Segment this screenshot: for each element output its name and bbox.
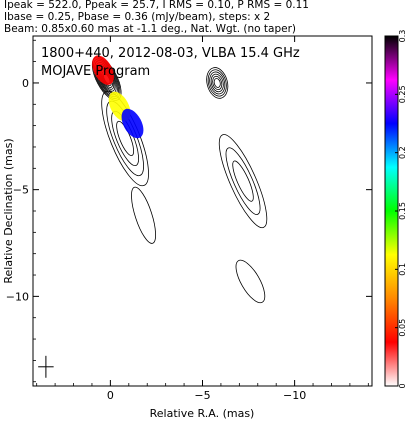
- contour-outer-jet-0: [131, 186, 156, 244]
- contour-northern-knot-0: [206, 67, 229, 99]
- contour-western-jet-2: [232, 160, 254, 202]
- header-line-2: Ibase = 0.25, Pbase = 0.36 (mJy/beam), s…: [4, 11, 271, 23]
- colorbar-tick-label-2: 0.1: [398, 263, 407, 276]
- colorbar-tick-label-6: 0.3: [398, 30, 407, 43]
- plot-frame: [32, 35, 373, 387]
- y-tick-label-2: −10: [6, 290, 29, 303]
- contour-western-jet-1: [225, 147, 261, 215]
- contour-northern-knot-4: [212, 75, 223, 91]
- colorbar-tick-label-4: 0.2: [398, 146, 407, 159]
- colorbar-tick-label-5: 0.25: [398, 85, 407, 103]
- contour-northern-knot-3: [210, 73, 224, 93]
- y-tick-label-0: 0: [22, 77, 29, 90]
- colorbar-tick-label-0: 0: [398, 383, 407, 388]
- polarization-peak-0: [92, 55, 114, 85]
- x-tick-label-1: −5: [194, 389, 210, 402]
- colorbar-tick-label-3: 0.15: [398, 202, 407, 220]
- colorbar-tick-label-1: 0.05: [398, 319, 407, 337]
- contour-northern-knot-2: [209, 71, 226, 95]
- x-axis-label: Relative R.A. (mas): [150, 407, 255, 420]
- x-tick-label-2: −10: [283, 389, 306, 402]
- contour-inner-jet-3: [116, 120, 134, 156]
- contour-northern-knot-1: [207, 69, 227, 97]
- header-line-1: Ipeak = 522.0, Ppeak = 25.7, I RMS = 0.1…: [4, 0, 309, 11]
- tick-layer: 0 −5 −10 0 −5 −10: [6, 36, 372, 402]
- contour-layer: [91, 56, 268, 304]
- beam-marker: [38, 355, 54, 378]
- polarization-layer: [92, 55, 144, 139]
- header-line-3: Beam: 0.85x0.60 mas at -1.1 deg., Nat. W…: [4, 23, 297, 35]
- contour-northern-knot-5: [213, 78, 221, 88]
- chart-title: 1800+440, 2012-08-03, VLBA 15.4 GHz: [41, 46, 300, 61]
- contour-far-jet-0: [235, 259, 266, 304]
- polarization-peak-2: [121, 108, 144, 139]
- contour-western-jet-0: [218, 134, 268, 229]
- chart-subtitle: MOJAVE Program: [41, 64, 150, 79]
- y-tick-label-1: −5: [13, 184, 29, 197]
- colorbar-ticks: 0 0.05 0.1 0.15 0.2 0.25 0.3: [395, 30, 407, 389]
- x-tick-label-0: 0: [107, 389, 114, 402]
- y-axis-label: Relative Declination (mas): [2, 138, 15, 283]
